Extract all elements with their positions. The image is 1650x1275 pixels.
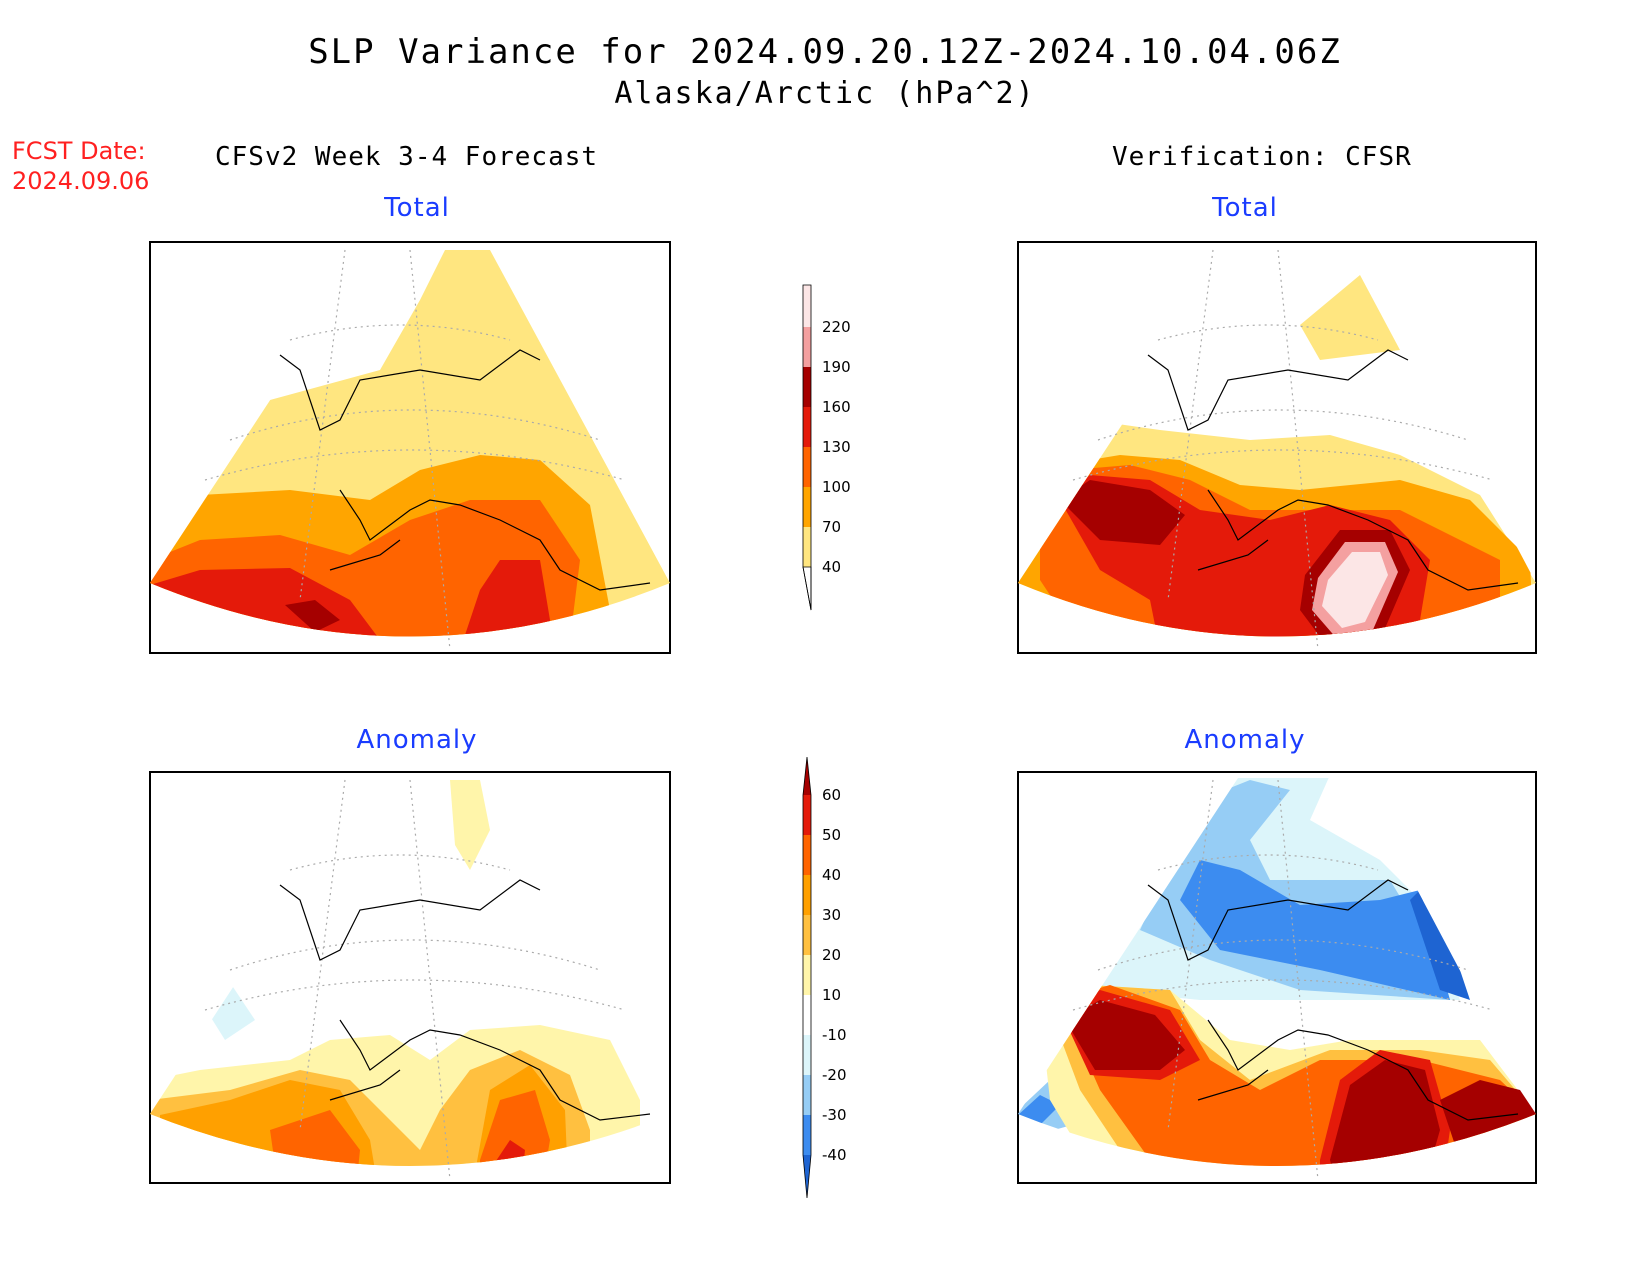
cb-anom-neutral bbox=[803, 995, 811, 1035]
cb-anom-label-m40: -40 bbox=[822, 1146, 847, 1164]
cb-anom-10-20 bbox=[803, 955, 811, 995]
left-column-header: CFSv2 Week 3-4 Forecast bbox=[215, 142, 599, 172]
cb-total-label-70: 70 bbox=[822, 518, 841, 536]
forecast-total-map bbox=[149, 241, 671, 654]
cb-total-label-100: 100 bbox=[822, 478, 851, 496]
cb-anom-m20-m30 bbox=[803, 1075, 811, 1115]
forecast-date: FCST Date: 2024.09.06 bbox=[12, 136, 149, 196]
cb-total-40-70 bbox=[803, 527, 811, 567]
cb-total-label-130: 130 bbox=[822, 438, 851, 456]
cb-anom-50-60 bbox=[803, 795, 811, 835]
subtitle: Alaska/Arctic (hPa^2) bbox=[614, 76, 1036, 111]
cb-anom-label-20: 20 bbox=[822, 946, 841, 964]
verification-anomaly-map bbox=[1017, 771, 1537, 1184]
cb-anom-m10-m20 bbox=[803, 1035, 811, 1075]
forecast-anomaly-title: Anomaly bbox=[356, 725, 478, 755]
cb-total-label-220: 220 bbox=[822, 318, 851, 336]
cb-total-70-100 bbox=[803, 487, 811, 527]
forecast-anomaly-map bbox=[149, 771, 671, 1184]
cb-total-190-220 bbox=[803, 327, 811, 367]
cb-total-100-130 bbox=[803, 447, 811, 487]
cb-anom-label-40: 40 bbox=[822, 866, 841, 884]
cb-total-160-190 bbox=[803, 367, 811, 407]
main-title: SLP Variance for 2024.09.20.12Z-2024.10.… bbox=[308, 32, 1342, 72]
total-colorbar: 40 70 100 130 160 190 220 bbox=[802, 284, 851, 611]
verification-total-title: Total bbox=[1212, 193, 1278, 223]
cb-anom-label-m20: -20 bbox=[822, 1066, 847, 1084]
cb-anom-label-m10: -10 bbox=[822, 1026, 847, 1044]
verification-total-map bbox=[1017, 241, 1537, 654]
forecast-date-value: 2024.09.06 bbox=[12, 167, 150, 195]
cb-total-label-40: 40 bbox=[822, 558, 841, 576]
cb-total-label-160: 160 bbox=[822, 398, 851, 416]
cb-anom-label-30: 30 bbox=[822, 906, 841, 924]
cb-anom-label-m30: -30 bbox=[822, 1106, 847, 1124]
cb-anom-40-50 bbox=[803, 835, 811, 875]
forecast-total-title: Total bbox=[384, 193, 450, 223]
cb-anom-label-60: 60 bbox=[822, 786, 841, 804]
cb-anom-30-40 bbox=[803, 875, 811, 915]
cb-anom-m30-m40 bbox=[803, 1115, 811, 1155]
cb-anom-label-50: 50 bbox=[822, 826, 841, 844]
verification-anomaly-title: Anomaly bbox=[1184, 725, 1306, 755]
cb-anom-20-30 bbox=[803, 915, 811, 955]
anomaly-colorbar: 60 50 40 30 20 10 -10 -20 -30 -40 bbox=[802, 756, 847, 1199]
right-column-header: Verification: CFSR bbox=[1112, 142, 1412, 172]
cb-anom-label-10: 10 bbox=[822, 986, 841, 1004]
forecast-date-label: FCST Date: bbox=[12, 137, 146, 165]
cb-total-label-190: 190 bbox=[822, 358, 851, 376]
cb-total-130-160 bbox=[803, 407, 811, 447]
